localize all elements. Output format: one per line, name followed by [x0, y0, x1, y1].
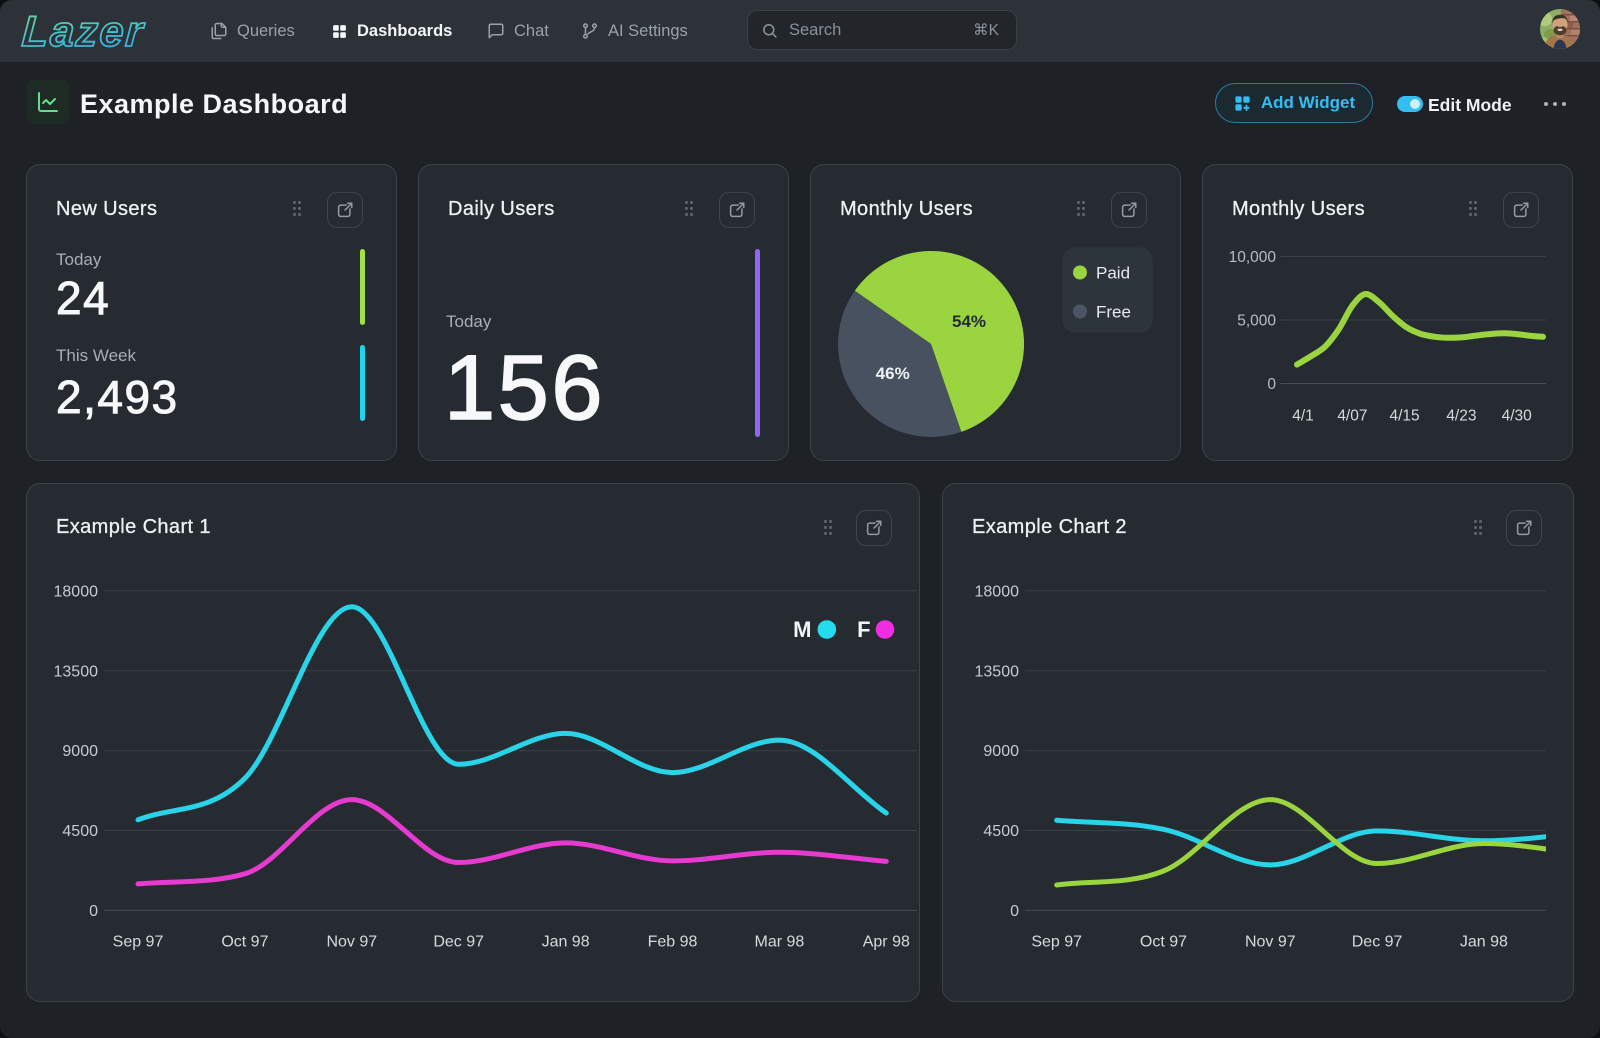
- svg-text:F: F: [857, 617, 870, 642]
- svg-text:Sep 97: Sep 97: [113, 934, 164, 951]
- svg-text:4/1: 4/1: [1292, 407, 1314, 424]
- svg-text:13500: 13500: [975, 663, 1020, 680]
- svg-text:Oct 97: Oct 97: [1140, 934, 1187, 951]
- svg-text:Nov 97: Nov 97: [326, 934, 377, 951]
- svg-text:5,000: 5,000: [1237, 312, 1276, 329]
- svg-text:Paid: Paid: [1096, 263, 1130, 282]
- svg-text:4/15: 4/15: [1390, 407, 1420, 424]
- svg-text:Dec 97: Dec 97: [1352, 934, 1403, 951]
- svg-text:Apr 98: Apr 98: [863, 934, 910, 951]
- svg-text:Oct 97: Oct 97: [221, 934, 268, 951]
- svg-text:Jan 98: Jan 98: [1460, 934, 1508, 951]
- svg-text:0: 0: [1010, 903, 1019, 920]
- svg-text:46%: 46%: [876, 364, 910, 383]
- svg-text:Jan 98: Jan 98: [542, 934, 590, 951]
- svg-text:9000: 9000: [62, 743, 98, 760]
- svg-text:Free: Free: [1096, 302, 1131, 321]
- svg-text:4500: 4500: [983, 823, 1019, 840]
- svg-text:Sep 97: Sep 97: [1031, 934, 1082, 951]
- svg-text:18000: 18000: [54, 583, 99, 600]
- svg-text:54%: 54%: [952, 312, 986, 331]
- svg-text:4500: 4500: [62, 823, 98, 840]
- svg-text:Dec 97: Dec 97: [433, 934, 484, 951]
- svg-text:13500: 13500: [54, 663, 99, 680]
- svg-text:Nov 97: Nov 97: [1245, 934, 1296, 951]
- svg-text:Feb 98: Feb 98: [648, 934, 698, 951]
- svg-text:M: M: [793, 617, 811, 642]
- svg-text:10,000: 10,000: [1229, 249, 1277, 266]
- svg-text:4/23: 4/23: [1446, 407, 1476, 424]
- svg-text:Lazer: Lazer: [20, 8, 146, 56]
- svg-text:4/30: 4/30: [1502, 407, 1533, 424]
- svg-text:Mar 98: Mar 98: [755, 934, 805, 951]
- svg-text:4/07: 4/07: [1337, 407, 1367, 424]
- svg-text:18000: 18000: [975, 583, 1020, 600]
- svg-text:0: 0: [1267, 376, 1276, 393]
- svg-text:9000: 9000: [983, 743, 1019, 760]
- svg-text:0: 0: [89, 903, 98, 920]
